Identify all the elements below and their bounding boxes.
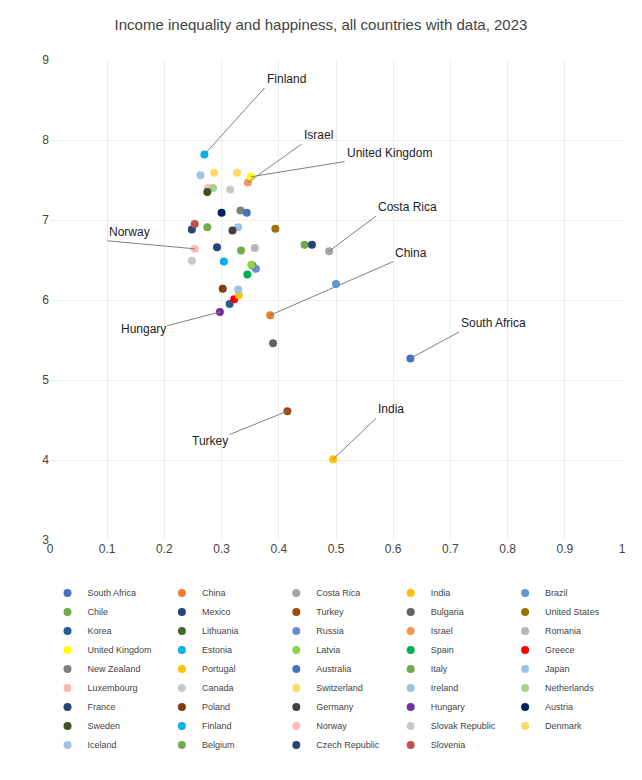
svg-text:9: 9 (42, 53, 49, 67)
svg-text:Slovenia: Slovenia (431, 740, 466, 750)
svg-text:Slovak Republic: Slovak Republic (431, 721, 496, 731)
svg-text:0.9: 0.9 (556, 542, 573, 556)
svg-text:Spain: Spain (431, 645, 454, 655)
svg-text:France: France (88, 702, 116, 712)
svg-text:Mexico: Mexico (202, 607, 231, 617)
svg-text:Income inequality and happines: Income inequality and happiness, all cou… (115, 16, 528, 33)
svg-text:8: 8 (42, 133, 49, 147)
svg-text:Korea: Korea (88, 626, 112, 636)
svg-text:Estonia: Estonia (202, 645, 232, 655)
svg-text:Denmark: Denmark (545, 721, 582, 731)
svg-text:Norway: Norway (109, 225, 150, 239)
svg-text:Turkey: Turkey (192, 434, 228, 448)
svg-text:Latvia: Latvia (316, 645, 340, 655)
svg-text:Costa Rica: Costa Rica (378, 200, 437, 214)
svg-text:5: 5 (42, 373, 49, 387)
svg-text:Portugal: Portugal (202, 664, 236, 674)
svg-text:Australia: Australia (316, 664, 351, 674)
svg-text:Norway: Norway (316, 721, 347, 731)
svg-text:China: China (202, 588, 226, 598)
svg-text:Hungary: Hungary (121, 322, 166, 336)
svg-text:India: India (431, 588, 451, 598)
svg-text:Israel: Israel (431, 626, 453, 636)
svg-text:Sweden: Sweden (88, 721, 121, 731)
svg-text:Czech Republic: Czech Republic (316, 740, 380, 750)
svg-text:Chile: Chile (88, 607, 109, 617)
svg-text:Finland: Finland (267, 72, 306, 86)
svg-text:Germany: Germany (316, 702, 354, 712)
svg-text:Japan: Japan (545, 664, 570, 674)
svg-text:United Kingdom: United Kingdom (88, 645, 152, 655)
svg-text:South Africa: South Africa (88, 588, 137, 598)
svg-text:Belgium: Belgium (202, 740, 235, 750)
svg-text:0.5: 0.5 (328, 542, 345, 556)
svg-text:Ireland: Ireland (431, 683, 459, 693)
svg-text:1: 1 (619, 542, 626, 556)
svg-text:0.3: 0.3 (213, 542, 230, 556)
svg-text:Greece: Greece (545, 645, 575, 655)
svg-text:0.4: 0.4 (270, 542, 287, 556)
svg-text:Canada: Canada (202, 683, 234, 693)
svg-text:Luxembourg: Luxembourg (88, 683, 138, 693)
svg-text:0.1: 0.1 (99, 542, 116, 556)
svg-text:Costa Rica: Costa Rica (316, 588, 360, 598)
svg-text:0.8: 0.8 (499, 542, 516, 556)
svg-text:Bulgaria: Bulgaria (431, 607, 464, 617)
svg-text:Romania: Romania (545, 626, 581, 636)
svg-text:6: 6 (42, 293, 49, 307)
svg-text:United Kingdom: United Kingdom (347, 146, 432, 160)
svg-text:New Zealand: New Zealand (88, 664, 141, 674)
svg-text:Lithuania: Lithuania (202, 626, 239, 636)
svg-text:India: India (378, 402, 404, 416)
svg-text:Hungary: Hungary (431, 702, 466, 712)
svg-text:United States: United States (545, 607, 600, 617)
svg-text:0.6: 0.6 (385, 542, 402, 556)
svg-text:4: 4 (42, 453, 49, 467)
svg-text:Switzerland: Switzerland (316, 683, 363, 693)
svg-text:South Africa: South Africa (461, 316, 526, 330)
svg-text:Finland: Finland (202, 721, 232, 731)
svg-text:Netherlands: Netherlands (545, 683, 594, 693)
svg-text:Russia: Russia (316, 626, 344, 636)
svg-text:3: 3 (42, 533, 49, 547)
svg-text:Israel: Israel (304, 128, 333, 142)
svg-text:Poland: Poland (202, 702, 230, 712)
svg-text:Iceland: Iceland (88, 740, 117, 750)
svg-text:0.2: 0.2 (156, 542, 173, 556)
svg-text:0.7: 0.7 (442, 542, 459, 556)
svg-text:Italy: Italy (431, 664, 448, 674)
svg-text:Turkey: Turkey (316, 607, 344, 617)
svg-text:Brazil: Brazil (545, 588, 568, 598)
svg-text:7: 7 (42, 213, 49, 227)
svg-text:0: 0 (47, 542, 54, 556)
svg-text:China: China (395, 246, 427, 260)
svg-text:Austria: Austria (545, 702, 573, 712)
